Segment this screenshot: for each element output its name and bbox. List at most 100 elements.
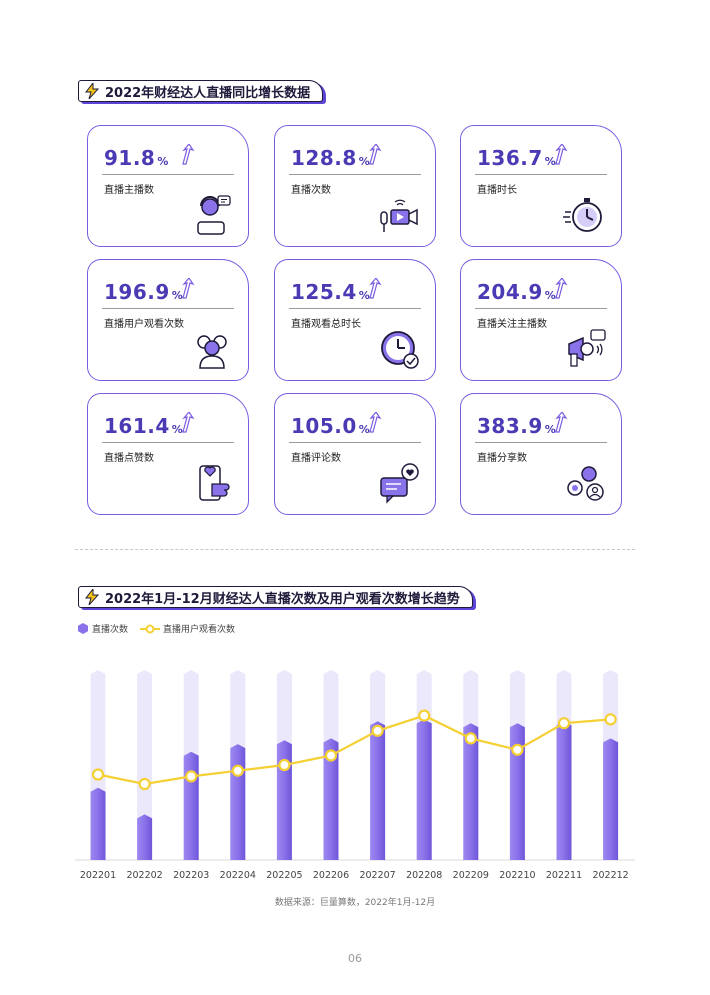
stat-card: 204.9% 直播关注主播数 xyxy=(460,259,622,381)
stat-unit: % xyxy=(358,289,370,302)
card-rule xyxy=(289,308,421,309)
legend-item-line: 直播用户观看次数 xyxy=(140,622,235,635)
stat-unit: % xyxy=(544,423,556,436)
bar-202209 xyxy=(463,723,479,860)
x-tick-label: 202203 xyxy=(173,870,209,881)
bar-track xyxy=(137,670,153,860)
card-rule xyxy=(475,442,607,443)
chart-legend: 直播次数 直播用户观看次数 xyxy=(78,622,247,635)
line-marker-icon xyxy=(140,624,161,633)
share-people-icon xyxy=(567,466,604,501)
x-tick-label: 202210 xyxy=(499,870,535,881)
up-arrow-icon xyxy=(369,412,382,433)
stat-card: 196.9% 直播用户观看次数 xyxy=(87,259,249,381)
x-tick-label: 202208 xyxy=(406,870,442,881)
legend-label: 直播用户观看次数 xyxy=(163,625,236,635)
stat-number: 204.9 xyxy=(477,280,543,304)
stopwatch-icon xyxy=(563,198,602,232)
stat-label: 直播主播数 xyxy=(104,185,154,196)
stat-unit: % xyxy=(358,423,370,436)
trend-chart: 202201 202202 202203 202204 202205 202206 2022… xyxy=(75,670,635,881)
card-rule xyxy=(102,442,234,443)
stat-card: 136.7% 直播时长 xyxy=(460,125,622,247)
stat-value: 128.8% xyxy=(291,146,370,170)
legend-item-bar: 直播次数 xyxy=(78,622,128,635)
line-point-202203 xyxy=(185,770,198,783)
up-arrow-icon xyxy=(182,278,195,299)
card-rule xyxy=(475,174,607,175)
line-point-202202 xyxy=(138,777,151,791)
section-title: 2022年财经达人直播同比增长数据 xyxy=(105,85,311,101)
stat-value: 161.4% xyxy=(104,414,183,438)
stat-card: 105.0% 直播评论数 xyxy=(274,393,436,515)
bar-202210 xyxy=(509,723,525,860)
up-arrow-icon xyxy=(182,144,195,165)
stat-number: 91.8 xyxy=(104,146,156,170)
x-tick-label: 202212 xyxy=(592,870,628,881)
bar-202204 xyxy=(230,744,246,860)
x-tick-label: 202205 xyxy=(266,870,302,881)
stat-label: 直播评论数 xyxy=(291,453,341,464)
card-rule xyxy=(289,442,421,443)
x-tick-label: 202201 xyxy=(80,870,116,881)
data-source: 数据来源：巨量算数，2022年1月-12月 xyxy=(274,898,436,908)
line-point-202206 xyxy=(324,749,338,762)
lightning-icon xyxy=(85,83,99,99)
bar-202208 xyxy=(416,719,432,860)
stat-label: 直播用户观看次数 xyxy=(104,319,184,330)
stat-card: 161.4% 直播点赞数 xyxy=(87,393,249,515)
x-tick-label: 202209 xyxy=(453,870,489,881)
stat-label: 直播关注主播数 xyxy=(477,319,547,330)
video-camera-icon xyxy=(380,199,418,232)
stat-unit: % xyxy=(171,289,183,302)
stat-value: 196.9% xyxy=(104,280,183,304)
lightning-icon xyxy=(85,589,99,605)
hexagon-icon xyxy=(78,623,88,634)
up-arrow-icon xyxy=(555,412,568,433)
stat-number: 196.9 xyxy=(104,280,170,304)
x-tick-label: 202211 xyxy=(546,870,582,881)
phone-like-icon xyxy=(199,465,230,501)
section-header-trend: 2022年1月-12月财经达人直播次数及用户观看次数增长趋势 xyxy=(78,585,473,609)
card-rule xyxy=(475,308,607,309)
x-tick-label: 202206 xyxy=(313,870,349,881)
stat-value: 105.0% xyxy=(291,414,370,438)
stat-label: 直播次数 xyxy=(291,185,331,196)
stat-number: 161.4 xyxy=(104,414,170,438)
clock-check-icon xyxy=(381,331,419,369)
section-tag: 2022年财经达人直播同比增长数据 xyxy=(78,80,324,102)
section-tag: 2022年1月-12月财经达人直播次数及用户观看次数增长趋势 xyxy=(78,586,473,608)
line-point-202204 xyxy=(231,764,244,777)
stat-value: 383.9% xyxy=(477,414,556,438)
bar-202201 xyxy=(90,787,106,860)
stat-card: 383.9% 直播分享数 xyxy=(460,393,622,515)
bar-202202 xyxy=(137,814,153,860)
line-point-202205 xyxy=(278,758,291,772)
page-number: 06 xyxy=(348,952,362,965)
megaphone-icon xyxy=(568,329,606,367)
line-point-202211 xyxy=(557,717,571,730)
section-title: 2022年1月-12月财经达人直播次数及用户观看次数增长趋势 xyxy=(105,591,460,607)
comment-heart-icon xyxy=(380,463,419,504)
card-rule xyxy=(102,308,234,309)
series-line-views xyxy=(97,714,611,786)
stat-number: 125.4 xyxy=(291,280,357,304)
up-arrow-icon xyxy=(369,144,382,165)
stat-card: 91.8% 直播主播数 xyxy=(87,125,249,247)
stat-number: 136.7 xyxy=(477,146,543,170)
up-arrow-icon xyxy=(369,278,382,299)
stat-value: 91.8% xyxy=(104,146,168,170)
stat-number: 383.9 xyxy=(477,414,543,438)
stat-label: 直播时长 xyxy=(477,185,517,196)
stat-value: 125.4% xyxy=(291,280,370,304)
stat-number: 105.0 xyxy=(291,414,357,438)
bar-202212 xyxy=(603,738,619,860)
up-arrow-icon xyxy=(555,278,568,299)
stat-card: 128.8% 直播次数 xyxy=(274,125,436,247)
legend-label: 直播次数 xyxy=(92,625,129,635)
x-tick-label: 202202 xyxy=(126,870,162,881)
stat-label: 直播点赞数 xyxy=(104,453,154,464)
bar-202203 xyxy=(183,751,199,860)
line-point-202212 xyxy=(604,713,617,726)
card-rule xyxy=(289,174,421,175)
